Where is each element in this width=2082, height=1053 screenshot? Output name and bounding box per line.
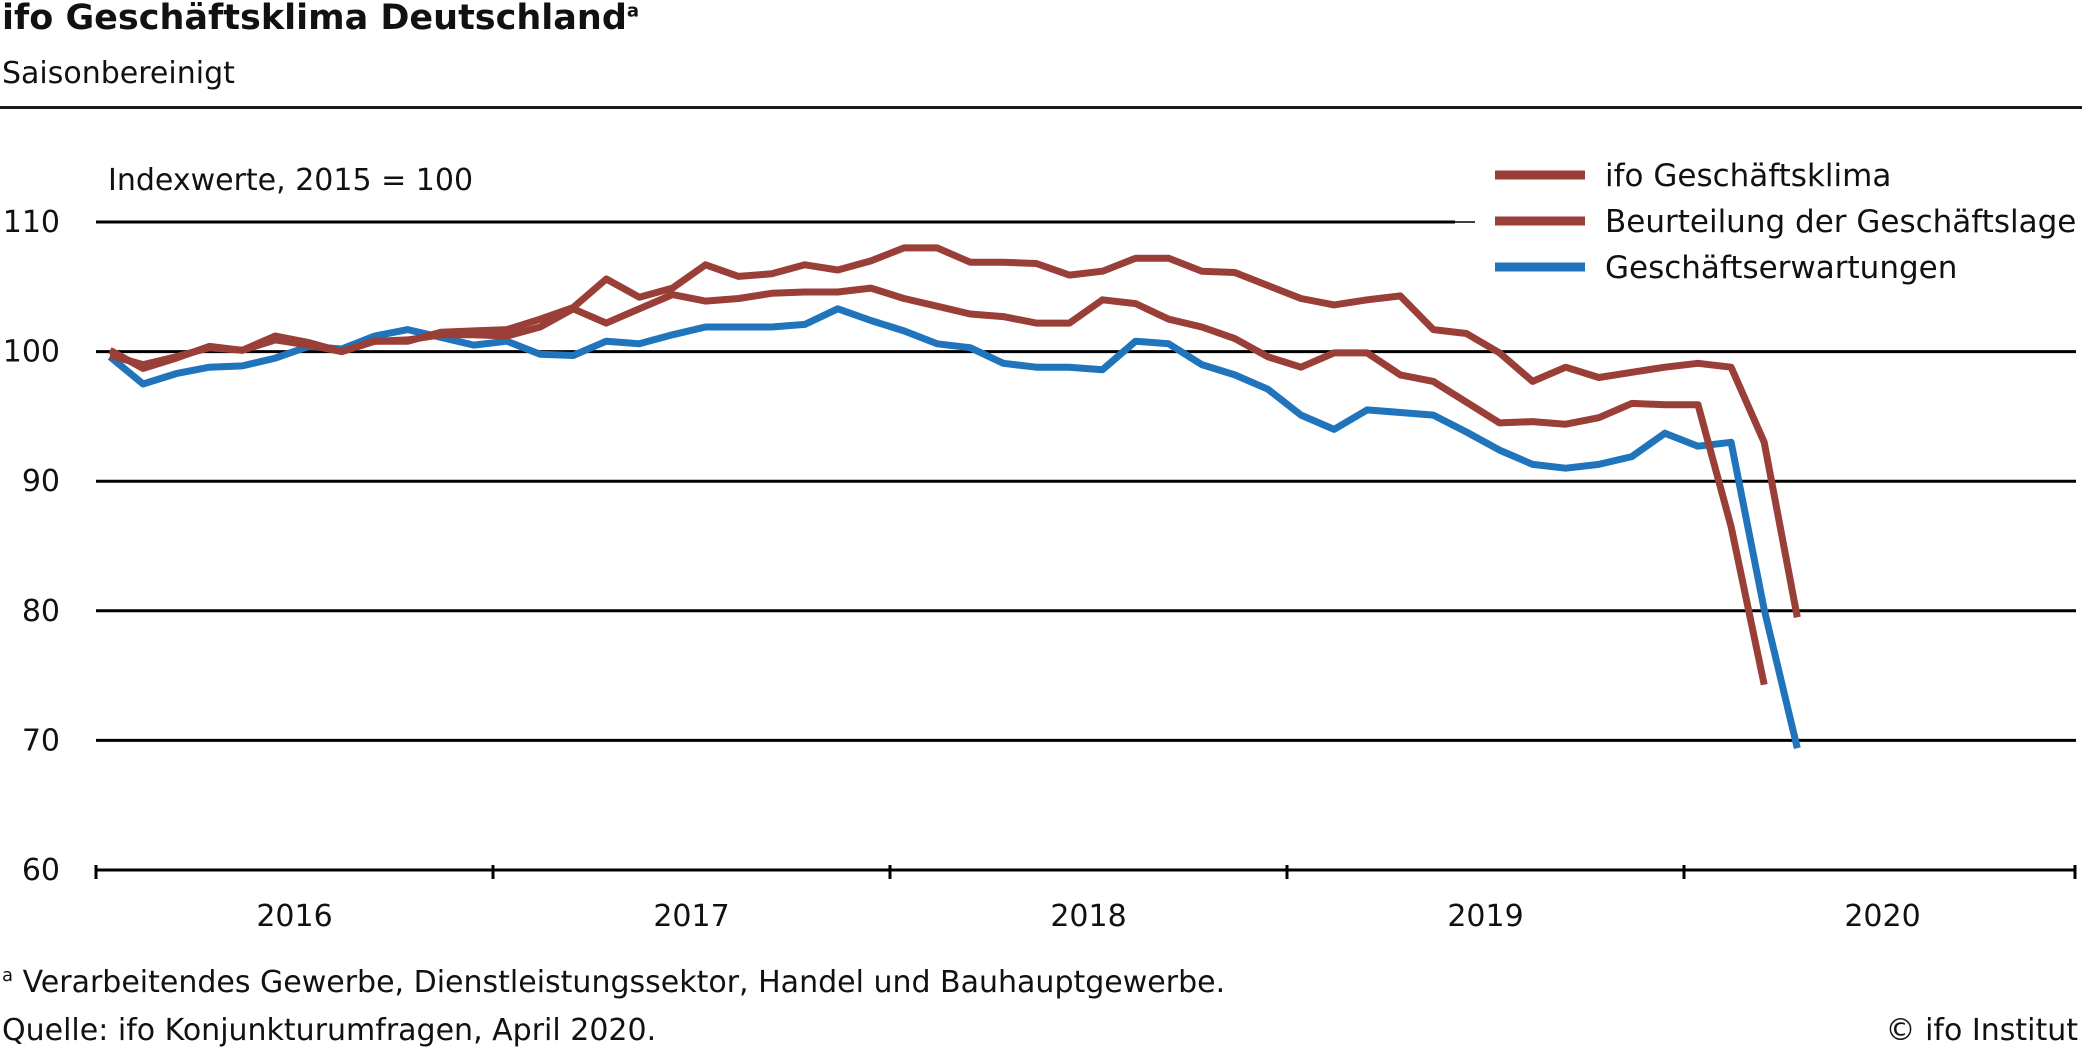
chart-title-text: ifo Geschäftsklima Deutschland	[2, 0, 627, 38]
chart-subtitle: Saisonbereinigt	[2, 56, 235, 91]
x-tick-label: 2017	[653, 899, 729, 934]
header-rule	[0, 106, 2082, 109]
series-line-geschaeftslage	[108, 244, 1801, 618]
line-chart: 110 100 90 80 70 60 2016 2017 2018 2019 2020 Inde…	[3, 158, 2077, 934]
x-tick-label: 2019	[1447, 899, 1523, 934]
footnote: a Verarbeitendes Gewerbe, Dienstleistung…	[2, 965, 1225, 1000]
y-tick-label: 80	[22, 594, 60, 629]
y-tick-label: 90	[22, 464, 60, 499]
footnote-text: Verarbeitendes Gewerbe, Dienstleistungss…	[22, 965, 1226, 1000]
y-axis: 110 100 90 80 70 60	[3, 205, 60, 888]
y-tick-label: 100	[3, 335, 60, 370]
x-tick-label: 2020	[1844, 899, 1920, 934]
legend-label-geschaeftsklima: ifo Geschäftsklima	[1605, 158, 1891, 194]
copyright: © ifo Institut	[1885, 1013, 2078, 1048]
y-tick-label: 110	[3, 205, 60, 240]
legend: ifo Geschäftsklima Beurteilung der Geschä…	[1495, 158, 2076, 286]
chart-title: ifo Geschäftsklima Deutschlanda	[2, 0, 639, 38]
series-lines	[107, 244, 1801, 750]
series-line-geschaeftsklima	[109, 284, 1768, 686]
y-tick-label: 60	[22, 853, 60, 888]
x-tick-label: 2016	[256, 899, 332, 934]
unit-label: Indexwerte, 2015 = 100	[108, 163, 473, 198]
title-footnote-marker: a	[626, 0, 640, 22]
legend-label-geschaeftslage: Beurteilung der Geschäftslage	[1605, 204, 2076, 240]
footnote-marker: a	[2, 965, 14, 986]
series-line-geschaeftserwartungen	[107, 305, 1801, 750]
x-tick-label: 2018	[1050, 899, 1126, 934]
legend-label-geschaeftserwartungen: Geschäftserwartungen	[1605, 250, 1957, 286]
source-note: Quelle: ifo Konjunkturumfragen, April 20…	[2, 1013, 657, 1048]
x-axis: 2016 2017 2018 2019 2020	[94, 865, 2077, 934]
y-tick-label: 70	[22, 723, 60, 758]
